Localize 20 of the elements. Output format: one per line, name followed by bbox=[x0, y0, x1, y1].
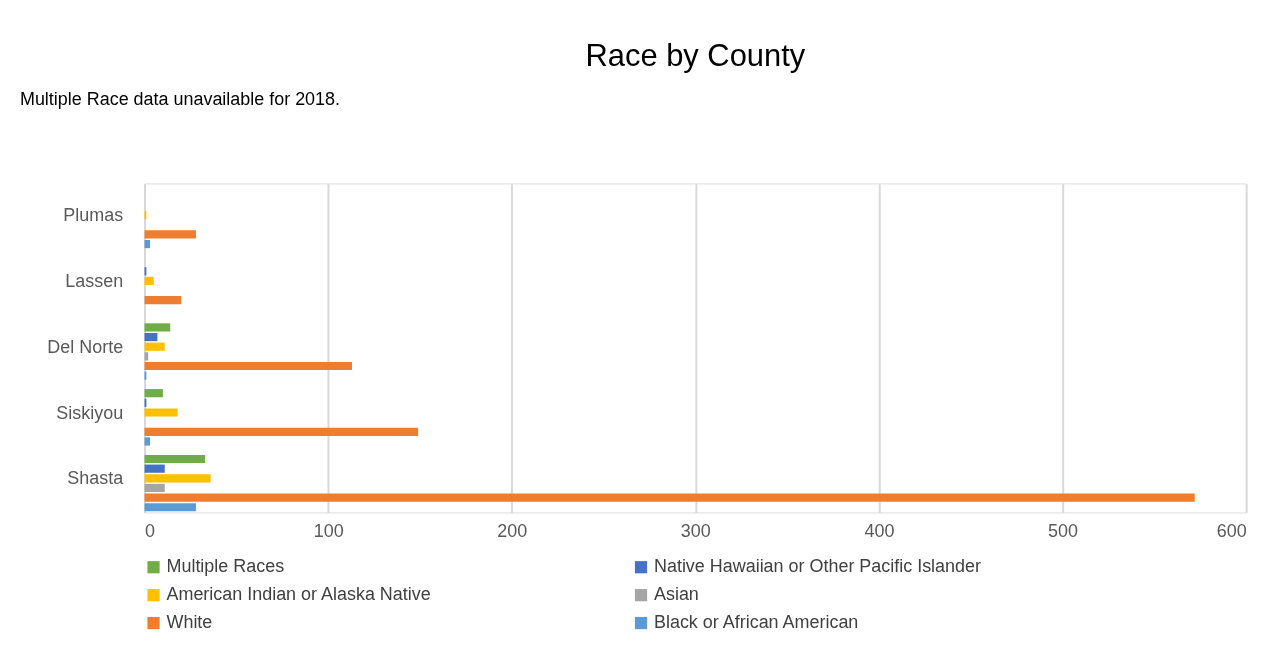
x-tick-label: 600 bbox=[1216, 520, 1247, 541]
y-tick-label: Del Norte bbox=[47, 336, 124, 357]
legend-label: Asian bbox=[653, 584, 699, 605]
y-tick-label: Siskiyou bbox=[56, 402, 124, 423]
legend-label: American Indian or Alaska Native bbox=[166, 584, 431, 605]
legend-label: Black or African American bbox=[653, 612, 859, 633]
x-tick-label: 100 bbox=[313, 520, 344, 541]
x-tick-label: 0 bbox=[145, 520, 156, 541]
legend-label: Multiple Races bbox=[166, 556, 285, 577]
y-tick-label: Plumas bbox=[63, 205, 124, 226]
legend-label: Native Hawaiian or Other Pacific Islander bbox=[653, 556, 981, 577]
x-tick-label: 200 bbox=[497, 520, 528, 541]
y-tick-label: Lassen bbox=[65, 271, 124, 292]
text: Multiple Race data unavailable for 2018. bbox=[19, 88, 341, 109]
legend-label: White bbox=[166, 612, 213, 633]
x-tick-label: 500 bbox=[1048, 520, 1079, 541]
x-tick-label: 400 bbox=[864, 520, 895, 541]
y-tick-label: Shasta bbox=[67, 468, 124, 489]
x-tick-label: 300 bbox=[680, 520, 711, 541]
chart-title: Race by County bbox=[585, 37, 806, 73]
